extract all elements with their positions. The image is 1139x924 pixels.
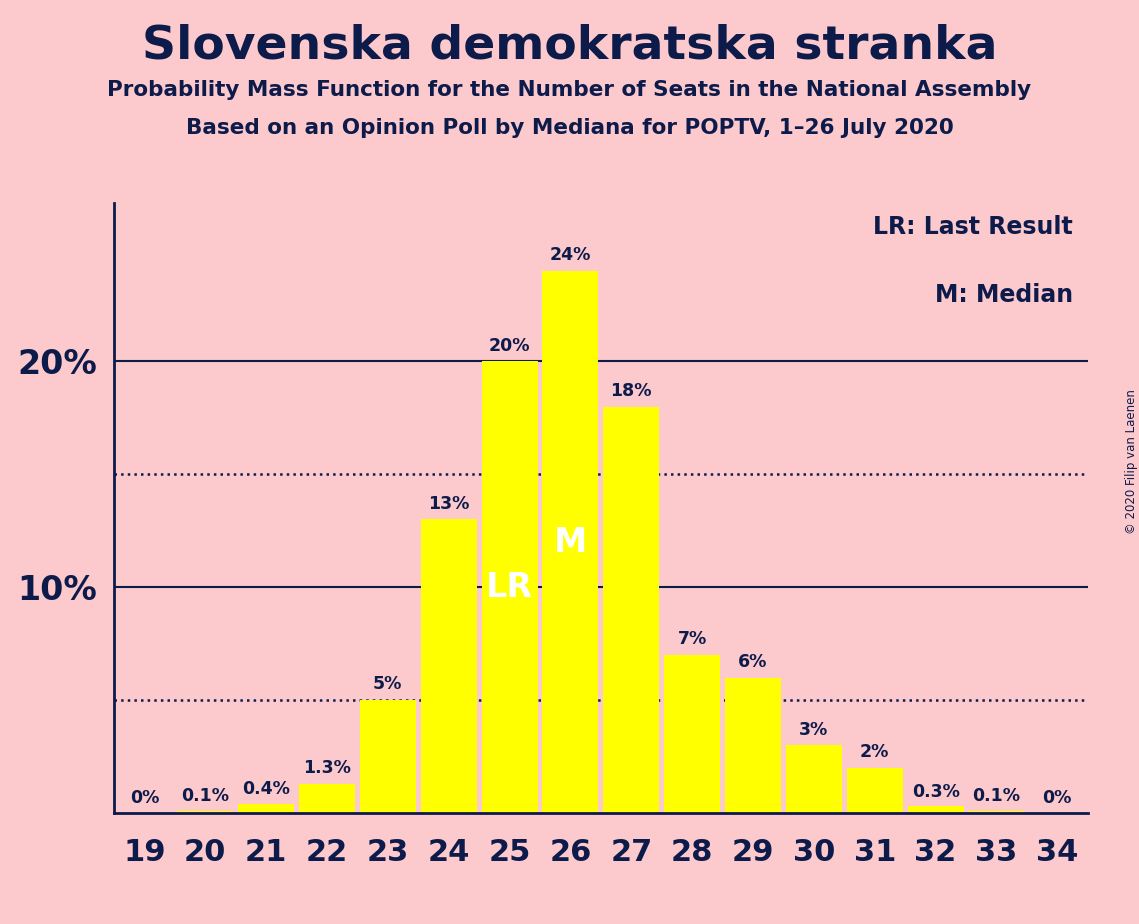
Text: 0.4%: 0.4%	[243, 781, 290, 798]
Text: Based on an Opinion Poll by Mediana for POPTV, 1–26 July 2020: Based on an Opinion Poll by Mediana for …	[186, 118, 953, 139]
Bar	[360, 700, 416, 813]
Text: 0.3%: 0.3%	[911, 783, 959, 801]
Bar	[664, 655, 720, 813]
Bar	[298, 784, 355, 813]
Bar	[420, 519, 476, 813]
Text: 5%: 5%	[374, 675, 402, 693]
Text: 18%: 18%	[611, 382, 652, 400]
Text: 3%: 3%	[800, 721, 828, 738]
Text: 0%: 0%	[130, 789, 159, 808]
Text: M: M	[554, 526, 587, 559]
Text: © 2020 Filip van Laenen: © 2020 Filip van Laenen	[1124, 390, 1138, 534]
Bar	[968, 811, 1024, 813]
Text: LR: LR	[486, 571, 533, 603]
Bar	[846, 768, 903, 813]
Bar	[726, 677, 781, 813]
Bar	[238, 804, 294, 813]
Text: LR: Last Result: LR: Last Result	[874, 215, 1073, 239]
Text: 0.1%: 0.1%	[973, 787, 1021, 805]
Text: 0%: 0%	[1042, 789, 1072, 808]
Bar	[604, 407, 659, 813]
Bar	[482, 361, 538, 813]
Text: 13%: 13%	[428, 494, 469, 513]
Text: Slovenska demokratska stranka: Slovenska demokratska stranka	[141, 23, 998, 68]
Text: 20%: 20%	[489, 336, 531, 355]
Text: 1.3%: 1.3%	[303, 759, 351, 777]
Text: 7%: 7%	[678, 630, 706, 649]
Text: 0.1%: 0.1%	[181, 787, 229, 805]
Text: Probability Mass Function for the Number of Seats in the National Assembly: Probability Mass Function for the Number…	[107, 80, 1032, 101]
Bar	[908, 807, 964, 813]
Text: M: Median: M: Median	[935, 283, 1073, 307]
Bar	[542, 271, 598, 813]
Bar	[786, 746, 842, 813]
Bar	[178, 811, 233, 813]
Text: 24%: 24%	[550, 247, 591, 264]
Text: 6%: 6%	[738, 653, 768, 671]
Text: 2%: 2%	[860, 743, 890, 761]
